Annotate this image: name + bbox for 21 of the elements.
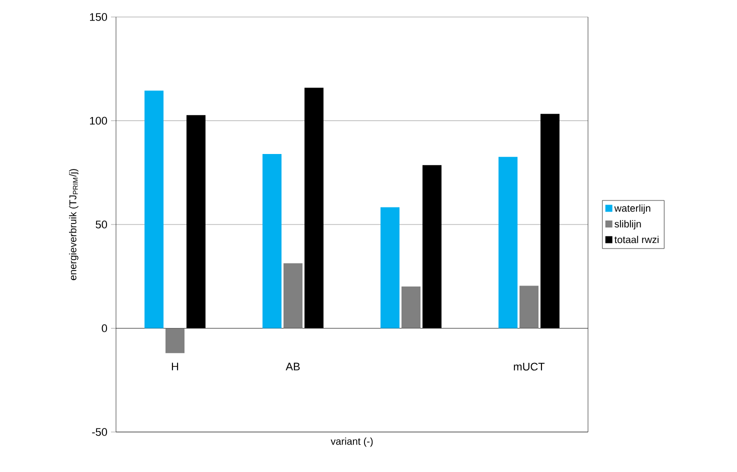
x-axis-title: variant (-) xyxy=(330,438,373,447)
bar xyxy=(166,328,184,354)
bar xyxy=(402,286,421,328)
x-tick-label: AB xyxy=(286,362,300,370)
y-tick-label: 100 xyxy=(90,116,108,125)
bar xyxy=(144,90,164,328)
bar xyxy=(498,156,518,328)
bar xyxy=(262,154,282,328)
y-tick-label: -50 xyxy=(92,428,108,436)
y-axis-title: energieverbruik (TJ$_{PRIM}$/j) xyxy=(69,169,78,280)
bar xyxy=(380,207,400,328)
y-tick-label: 50 xyxy=(96,220,108,228)
x-tick-label: mUCT xyxy=(514,362,545,371)
bar xyxy=(284,263,302,328)
legend-label: totaal rwzi xyxy=(614,236,659,244)
y-tick-label: 150 xyxy=(90,13,108,21)
y-tick-label: 0 xyxy=(102,324,108,332)
legend-label: sliblijn xyxy=(614,220,641,230)
legend-label: waterlijn xyxy=(614,204,650,214)
bar xyxy=(520,286,539,328)
x-tick-label: H xyxy=(172,362,178,370)
